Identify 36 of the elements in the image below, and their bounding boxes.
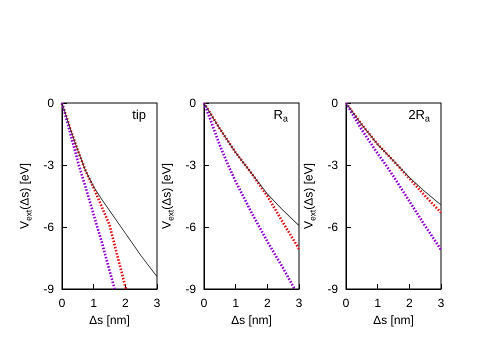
x-tick-label: 1 (232, 296, 240, 310)
line-series (204, 102, 300, 226)
x-tick-label: 0 (200, 296, 208, 310)
x-axis-title: Δs [nm] (373, 312, 414, 327)
line-series (62, 102, 158, 277)
y-tick-label: 0 (47, 96, 54, 110)
line-series (344, 102, 442, 252)
x-tick-label: 1 (374, 296, 382, 310)
x-tick-label: 1 (90, 296, 98, 310)
y-tick-label: -6 (185, 220, 196, 234)
line-series (202, 102, 296, 290)
line-series (202, 102, 300, 250)
y-tick-label: 0 (189, 96, 196, 110)
y-tick-label: -6 (327, 220, 338, 234)
y-tick-label: -6 (43, 220, 54, 234)
y-tick-label: -9 (327, 282, 338, 296)
x-tick-label: 0 (342, 296, 350, 310)
y-tick-label: -9 (185, 282, 196, 296)
x-axis-title: Δs [nm] (89, 312, 130, 327)
y-tick-label: -3 (185, 158, 196, 172)
x-tick-label: 3 (438, 296, 445, 310)
x-tick-label: 2 (264, 296, 271, 310)
x-tick-label: 3 (296, 296, 303, 310)
x-tick-label: 2 (122, 296, 129, 310)
y-axis-title: Vext(Δs) [eV] (17, 163, 34, 229)
y-axis-title: Vext(Δs) [eV] (301, 163, 318, 229)
y-axis-title: Vext(Δs) [eV] (159, 163, 176, 229)
x-tick-label: 0 (58, 296, 66, 310)
x-tick-label: 3 (154, 296, 161, 310)
x-tick-label: 2 (406, 296, 413, 310)
x-axis-title: Δs [nm] (231, 312, 272, 327)
annotation: tip (132, 107, 146, 122)
y-tick-label: -3 (327, 158, 338, 172)
y-tick-label: -3 (43, 158, 54, 172)
y-tick-label: 0 (331, 96, 338, 110)
y-tick-label: -9 (43, 282, 54, 296)
